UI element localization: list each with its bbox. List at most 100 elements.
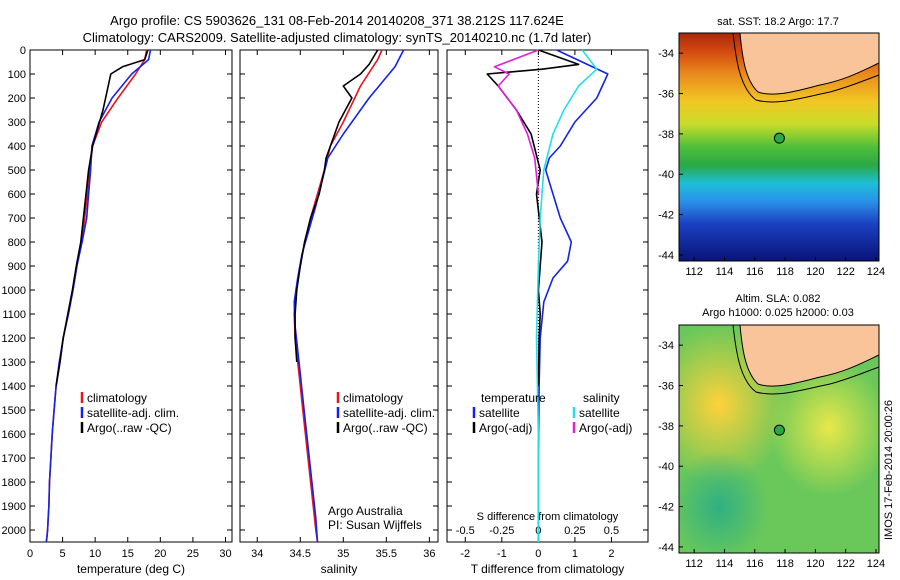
- map-y-tick-label: -34: [658, 340, 674, 352]
- map-y-tick-label: -38: [658, 421, 674, 433]
- y-tick-label: 600: [8, 189, 26, 201]
- y-tick-label: 1700: [2, 453, 26, 465]
- sla-land: [739, 324, 880, 387]
- map-x-tick-label: 124: [867, 558, 885, 570]
- series-line: [537, 49, 609, 542]
- profile-panel-3: -2 -1 0 1 2 T difference from climatology -0.5…: [446, 49, 649, 576]
- y-tick-label: 1900: [2, 501, 26, 513]
- y-tick-label: 200: [8, 93, 26, 105]
- sst-coast-contour: [732, 32, 880, 103]
- x2-tick-label: -0.5: [456, 525, 475, 537]
- series-line: [535, 49, 598, 542]
- x-axis-label: T difference from climatology: [471, 562, 625, 576]
- map-x-tick-label: 120: [806, 266, 824, 278]
- legend-label: satellite-adj. clim.: [343, 406, 435, 420]
- map-y-tick-label: -40: [658, 169, 674, 181]
- y-tick-label: 1800: [2, 477, 26, 489]
- x-tick-label: 35.5: [376, 548, 397, 560]
- x-tick-label: -1: [497, 548, 507, 560]
- x-axis-label: salinity: [321, 562, 358, 576]
- y-tick-label: 100: [8, 69, 26, 81]
- x-tick-label: 15: [122, 548, 134, 560]
- panel-annotation: Argo Australia: [328, 504, 403, 518]
- map-y-tick-label: -36: [658, 89, 674, 101]
- y-tick-label: 1600: [2, 429, 26, 441]
- sst-map: sat. SST: 18.2 Argo: 17.7 112 114 116 118 12…: [658, 16, 885, 278]
- x2-tick-label: 0.5: [604, 525, 619, 537]
- sla-coast-contour: [732, 324, 880, 395]
- series-line: [486, 49, 580, 387]
- map-x-tick-label: 116: [746, 266, 764, 278]
- map-x-tick-label: 112: [685, 266, 703, 278]
- x-tick-label: 36: [423, 548, 435, 560]
- y-tick-label: 800: [8, 237, 26, 249]
- x-tick-label: 10: [89, 548, 101, 560]
- map-y-tick-label: -44: [658, 542, 674, 554]
- map-x-tick-label: 114: [716, 266, 734, 278]
- panel-frame: [446, 49, 649, 543]
- sla-map-title: Altim. SLA: 0.082: [736, 293, 821, 305]
- x-tick-label: -2: [460, 548, 470, 560]
- figure-subtitle: Climatology: CARS2009. Satellite-adjuste…: [83, 30, 592, 45]
- y-tick-label: 0: [20, 45, 26, 57]
- legend-label: satellite: [479, 406, 520, 420]
- y-tick-label: 500: [8, 165, 26, 177]
- map-x-tick-label: 112: [685, 558, 703, 570]
- sst-argo-marker: [773, 132, 785, 144]
- x2-tick-label: -0.25: [489, 525, 514, 537]
- y-tick-label: 1100: [2, 309, 26, 321]
- map-x-tick-label: 118: [776, 266, 794, 278]
- x2-tick-label: 0.25: [564, 525, 585, 537]
- x-tick-label: 20: [154, 548, 166, 560]
- legend-label: temperature: [481, 391, 546, 405]
- x-tick-label: 1: [572, 548, 578, 560]
- y-tick-label: 1300: [2, 357, 26, 369]
- legend-label: climatology: [343, 391, 403, 405]
- series-line: [293, 49, 405, 543]
- x-tick-label: 35: [337, 548, 349, 560]
- x-tick-label: 2: [608, 548, 614, 560]
- map-x-tick-label: 124: [867, 266, 885, 278]
- map-x-tick-label: 118: [776, 558, 794, 570]
- legend-label: climatology: [87, 391, 147, 405]
- legend-label: Argo(-adj): [579, 421, 632, 435]
- series-line: [293, 49, 383, 543]
- panel-frame: [239, 49, 439, 543]
- sla-axes: 112 114 116 118 120 122 124 -34 -36 -38 -40 -42 -44: [658, 340, 885, 570]
- map-y-tick-label: -42: [658, 502, 674, 514]
- x-axis-label: temperature (deg C): [77, 562, 185, 576]
- map-x-tick-label: 122: [836, 558, 854, 570]
- x-tick-label: 0: [27, 548, 33, 560]
- y-tick-label: 700: [8, 213, 26, 225]
- map-y-tick-label: -40: [658, 461, 674, 473]
- y-tick-label: 1400: [2, 381, 26, 393]
- sst-map-title: sat. SST: 18.2 Argo: 17.7: [717, 16, 839, 28]
- map-y-tick-label: -38: [658, 129, 674, 141]
- legend-label: Argo(..raw -QC): [343, 421, 428, 435]
- sla-argo-marker: [773, 424, 785, 436]
- x-tick-label: 34: [251, 548, 263, 560]
- imos-timestamp: IMOS 17-Feb-2014 20:00:26: [883, 400, 895, 540]
- y-tick-label: 1200: [2, 333, 26, 345]
- x-tick-label: 0: [535, 548, 541, 560]
- profile-panel-2: 34 34.5 35 35.5 36 salinity climatologysatelli…: [239, 49, 439, 576]
- x2-axis-label: S difference from climatology: [477, 511, 619, 523]
- map-y-tick-label: -42: [658, 210, 674, 222]
- map-x-tick-label: 120: [806, 558, 824, 570]
- y-tick-label: 2000: [2, 525, 26, 537]
- sla-map-subtitle: Argo h1000: 0.025 h2000: 0.03: [702, 307, 854, 319]
- map-y-tick-label: -44: [658, 250, 674, 262]
- panel-frame: [29, 49, 233, 543]
- sst-axes: 112 114 116 118 120 122 124 -34 -36 -38 -40 -42 -44: [658, 48, 885, 278]
- map-y-tick-label: -36: [658, 381, 674, 393]
- map-x-tick-label: 114: [716, 558, 734, 570]
- series-line: [294, 49, 379, 363]
- legend-label: Argo(..raw -QC): [87, 421, 172, 435]
- x-tick-label: 34.5: [290, 548, 311, 560]
- profile-panel-1: 0 5 10 15 20 25 30 temperature (deg C) 0 100 200 30…: [2, 45, 233, 576]
- legend-label: salinity: [583, 391, 620, 405]
- y-tick-label: 900: [8, 261, 26, 273]
